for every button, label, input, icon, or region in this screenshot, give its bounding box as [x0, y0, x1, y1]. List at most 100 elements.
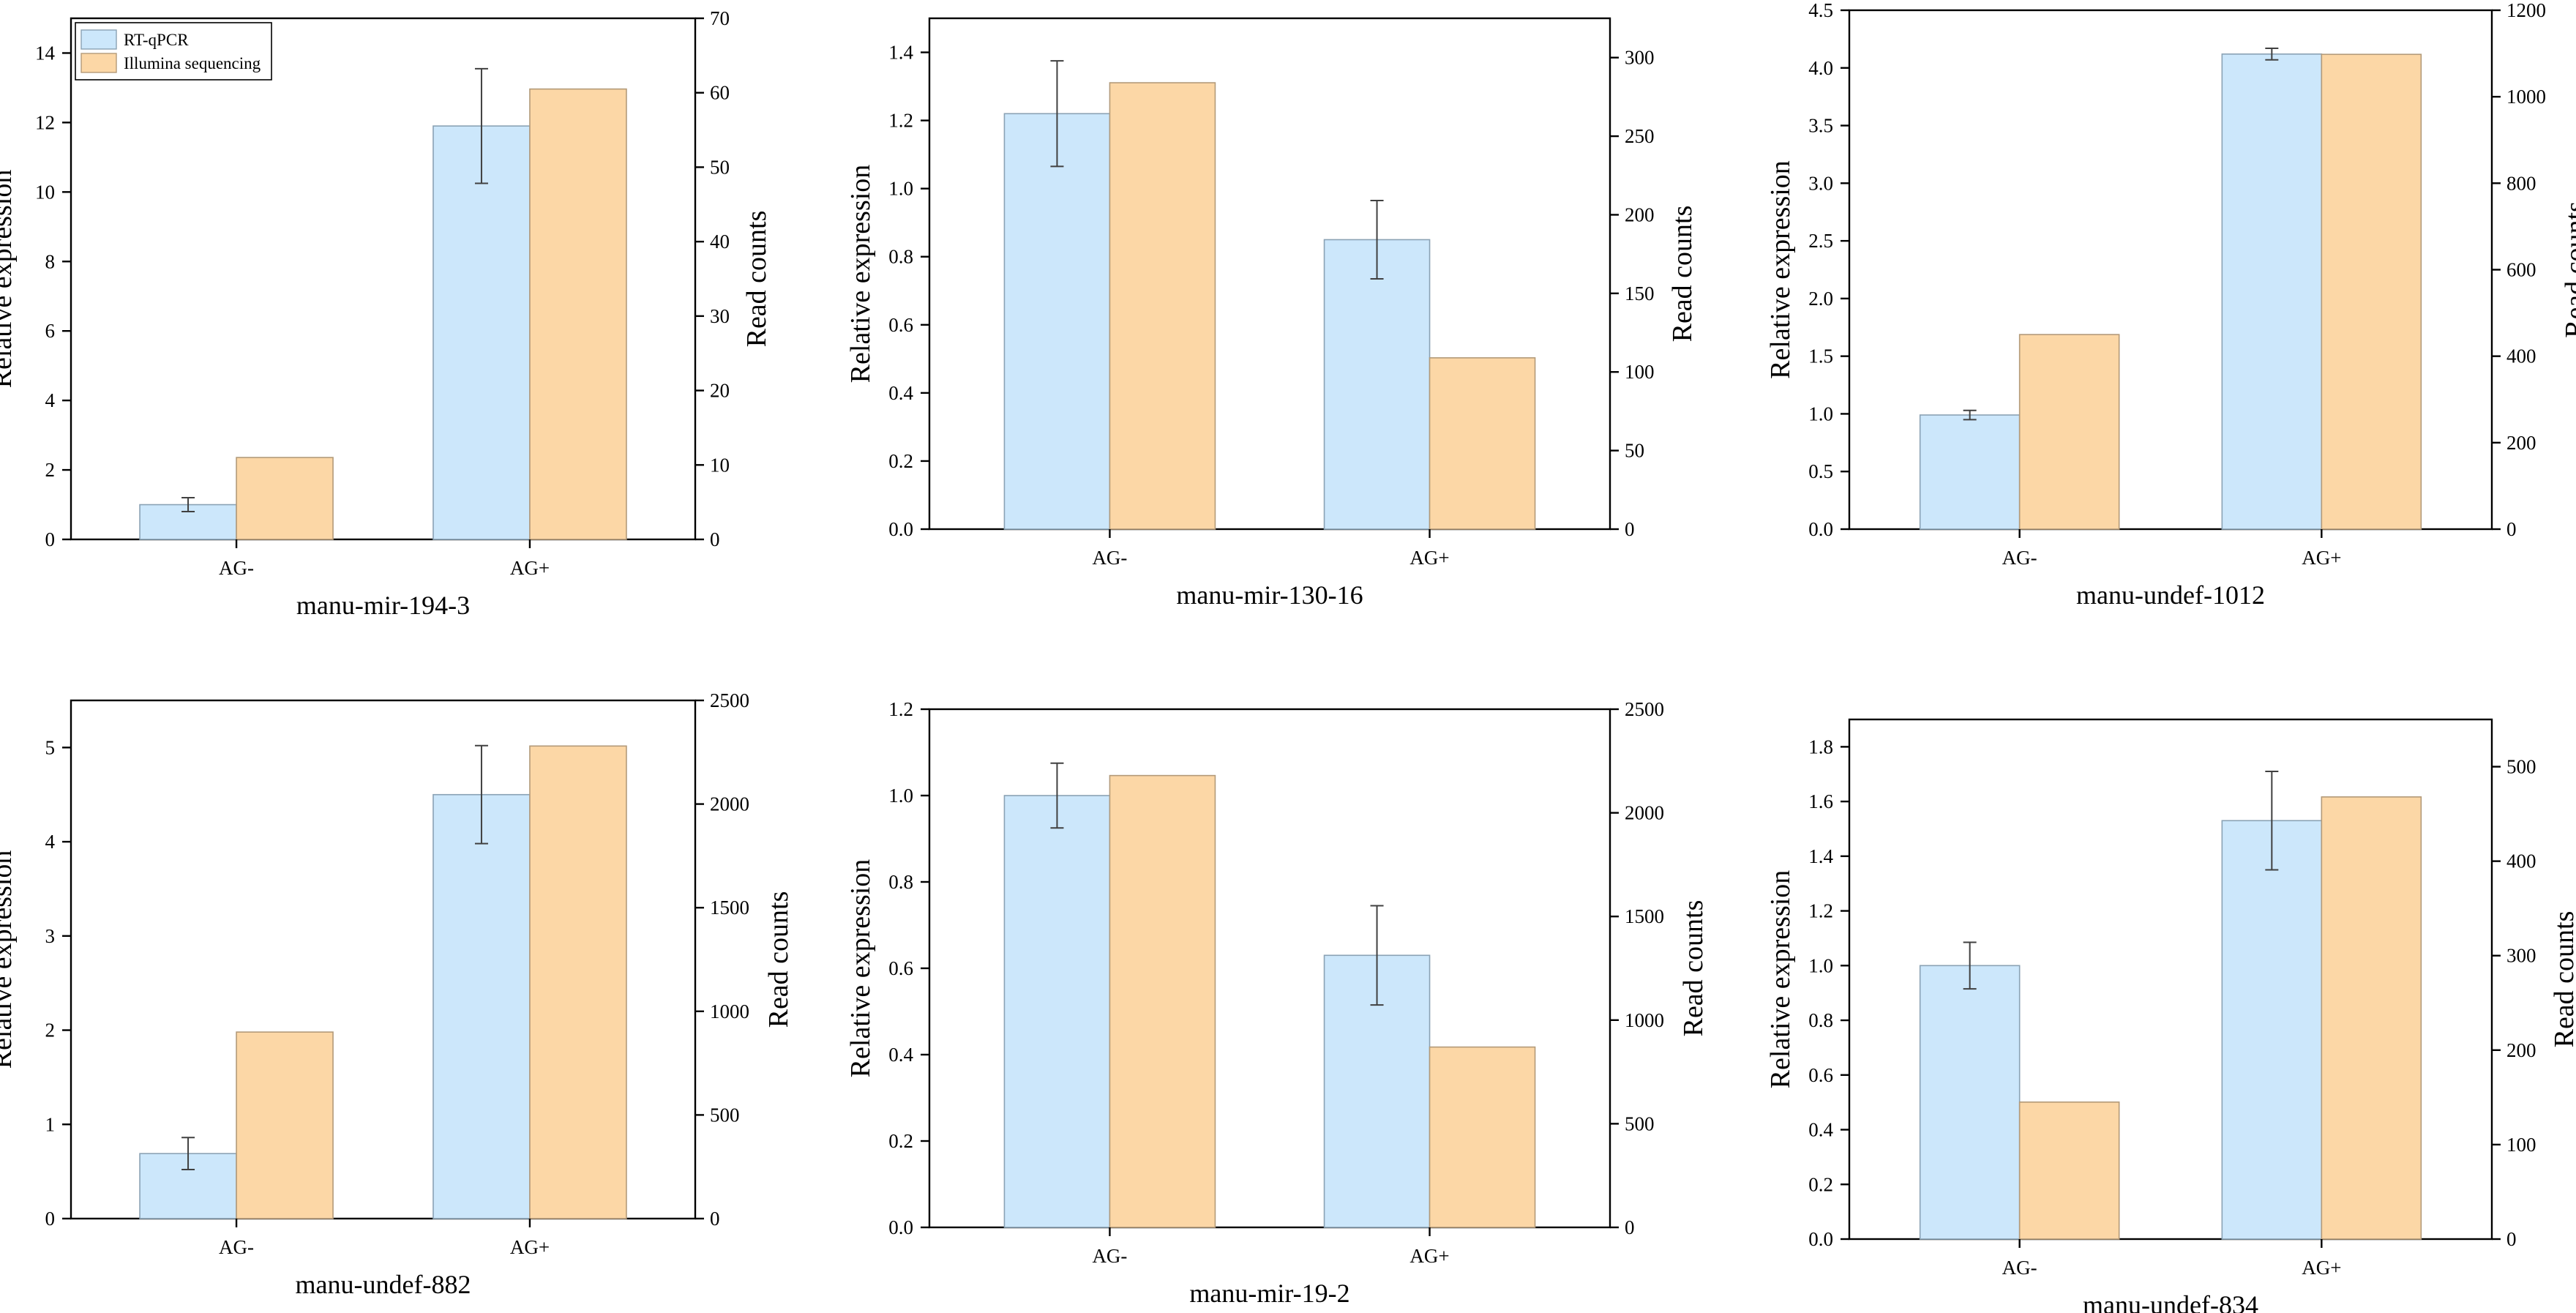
chart-panel-4: AG- AG+ 0 1 2 3 4 5 0 500 1000 1500 2000 2500 Relative…: [0, 689, 794, 1299]
x-tick-label: AG+: [2302, 547, 2341, 569]
x-tick-label: AG-: [1092, 547, 1127, 569]
y-right-tick-label: 1000: [2506, 86, 2546, 108]
plot-frame: [928, 17, 1611, 531]
y-left-tick-label: 1.5: [1808, 345, 1833, 367]
y-right-tick-label: 0: [1625, 518, 1635, 540]
y-right-axis-title: Read counts: [741, 211, 772, 348]
plot-frame: [70, 699, 697, 1220]
y-right-tick-label: 200: [1625, 203, 1655, 225]
y-left-tick-label: 3.5: [1808, 115, 1833, 137]
y-right-tick-label: 250: [1625, 125, 1655, 147]
y-left-tick-label: 8: [45, 250, 56, 272]
y-right-tick-label: 1000: [710, 1000, 749, 1022]
y-right-axis-title: Read counts: [2560, 201, 2576, 338]
chart-panel-6: AG- AG+ 0.0 0.2 0.4 0.6 0.8 1.0 1.2 1.4 1.6 1.8 0 100…: [1765, 718, 2576, 1313]
y-right-tick-label: 400: [2506, 345, 2536, 367]
y-right-tick-label: 40: [710, 231, 730, 252]
panel-title: manu-mir-194-3: [296, 591, 470, 620]
y-left-tick-label: 4: [45, 831, 56, 853]
x-tick-label: AG-: [2002, 1257, 2037, 1279]
x-tick-label: AG+: [1409, 547, 1449, 569]
bar-rtqpcr-AG+: [1323, 239, 1431, 530]
y-right-tick-label: 300: [1625, 47, 1655, 69]
legend-label: Illumina sequencing: [124, 54, 261, 72]
y-right-tick-label: 300: [2506, 945, 2536, 967]
y-left-tick-label: 1.8: [1808, 736, 1833, 758]
bar-seq-AG+: [2321, 53, 2422, 530]
y-right-tick-label: 2500: [710, 689, 749, 711]
y-left-tick-label: 1.0: [1808, 403, 1833, 424]
y-left-tick-label: 12: [35, 111, 55, 133]
y-left-axis-title: Relative expression: [1765, 160, 1796, 379]
bar-seq-AG-: [2018, 334, 2120, 530]
x-tick-label: AG+: [1409, 1245, 1449, 1267]
bar-seq-AG-: [236, 457, 334, 540]
bar-seq-AG-: [1109, 774, 1216, 1228]
y-left-tick-label: 2: [45, 1020, 56, 1041]
chart-panel-3: AG- AG+ 0.0 0.5 1.0 1.5 2.0 2.5 3.0 3.5 4.0 4.5 0 200…: [1765, 0, 2576, 610]
y-left-tick-label: 0.2: [888, 450, 913, 472]
y-left-tick-label: 0.8: [1808, 1009, 1833, 1031]
y-right-tick-label: 2000: [710, 793, 749, 815]
bar-rtqpcr-AG-: [1919, 414, 2021, 530]
y-left-tick-label: 0.0: [1808, 518, 1833, 540]
y-left-tick-label: 2: [45, 459, 56, 481]
y-right-tick-label: 100: [1625, 361, 1655, 383]
y-right-tick-label: 30: [710, 305, 730, 327]
bar-rtqpcr-AG-: [1003, 113, 1111, 530]
y-right-axis-title: Read counts: [1667, 206, 1698, 343]
y-left-tick-label: 2.0: [1808, 288, 1833, 310]
y-left-tick-label: 1.2: [1808, 900, 1833, 922]
y-left-tick-label: 6: [45, 320, 56, 342]
y-left-tick-label: 1.2: [888, 110, 913, 132]
y-right-axis-title: Read counts: [1678, 900, 1709, 1037]
plot-frame: [70, 17, 697, 541]
bar-seq-AG+: [1429, 357, 1536, 530]
y-left-axis-title: Relative expression: [1765, 870, 1796, 1089]
y-left-tick-label: 4.0: [1808, 57, 1833, 79]
y-right-tick-label: 50: [1625, 440, 1644, 462]
panel-title: manu-mir-19-2: [1189, 1279, 1349, 1308]
y-left-tick-label: 1.2: [888, 698, 913, 720]
chart-panel-1: AG- AG+ 0 2 4 6 8 10 12 14 0 10 20 30 40 50 60 70 Relative…: [0, 7, 772, 620]
bar-rtqpcr-AG+: [433, 793, 531, 1219]
y-right-tick-label: 50: [710, 156, 730, 178]
y-right-tick-label: 200: [2506, 432, 2536, 454]
bar-seq-AG-: [236, 1031, 334, 1219]
y-left-tick-label: 0: [45, 528, 56, 550]
y-right-tick-label: 200: [2506, 1039, 2536, 1061]
y-left-tick-label: 3: [45, 925, 56, 947]
chart-panel-5: AG- AG+ 0.0 0.2 0.4 0.6 0.8 1.0 1.2 0 500 1000 1500 2…: [845, 698, 1709, 1308]
x-tick-label: AG-: [2002, 547, 2037, 569]
bar-rtqpcr-AG+: [433, 125, 531, 540]
chart-panel-2: AG- AG+ 0.0 0.2 0.4 0.6 0.8 1.0 1.2 1.4 0 50 100 150 2…: [845, 17, 1698, 610]
y-left-tick-label: 0.8: [888, 871, 913, 893]
bar-rtqpcr-AG+: [2221, 820, 2323, 1240]
y-right-tick-label: 500: [1625, 1112, 1655, 1134]
y-left-tick-label: 0.6: [888, 314, 913, 336]
x-tick-label: AG+: [510, 557, 550, 579]
bar-seq-AG-: [1109, 82, 1216, 530]
bar-seq-AG+: [2321, 796, 2422, 1240]
y-left-tick-label: 4.5: [1808, 0, 1833, 21]
y-left-tick-label: 0.5: [1808, 460, 1833, 482]
y-left-tick-label: 4: [45, 389, 56, 411]
panel-title: manu-undef-834: [2083, 1290, 2258, 1313]
y-left-tick-label: 0.2: [888, 1130, 913, 1152]
y-left-tick-label: 1.0: [888, 785, 913, 807]
y-right-tick-label: 60: [710, 82, 730, 104]
y-right-tick-label: 1500: [710, 897, 749, 919]
y-right-tick-label: 0: [710, 1208, 720, 1230]
y-left-tick-label: 1.4: [1808, 845, 1833, 867]
y-left-tick-label: 1.0: [888, 178, 913, 200]
x-tick-label: AG+: [510, 1236, 550, 1258]
y-right-tick-label: 0: [710, 528, 720, 550]
bar-seq-AG-: [2018, 1101, 2120, 1240]
y-left-tick-label: 3.0: [1808, 172, 1833, 194]
y-left-tick-label: 0.0: [888, 1216, 913, 1238]
x-tick-label: AG-: [1092, 1245, 1127, 1267]
y-left-tick-label: 0.4: [888, 1044, 913, 1066]
y-right-tick-label: 100: [2506, 1134, 2536, 1156]
y-left-axis-title: Relative expression: [0, 170, 18, 389]
